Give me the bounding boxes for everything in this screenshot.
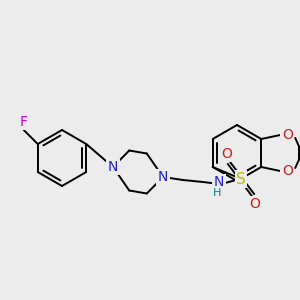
Text: N: N xyxy=(214,175,224,189)
Text: O: O xyxy=(282,128,293,142)
Text: O: O xyxy=(222,147,232,161)
Text: N: N xyxy=(108,160,118,174)
Text: F: F xyxy=(20,115,28,129)
Text: O: O xyxy=(250,197,260,211)
Text: H: H xyxy=(213,188,221,198)
Text: O: O xyxy=(282,164,293,178)
Text: S: S xyxy=(236,172,246,187)
Text: N: N xyxy=(158,170,168,184)
